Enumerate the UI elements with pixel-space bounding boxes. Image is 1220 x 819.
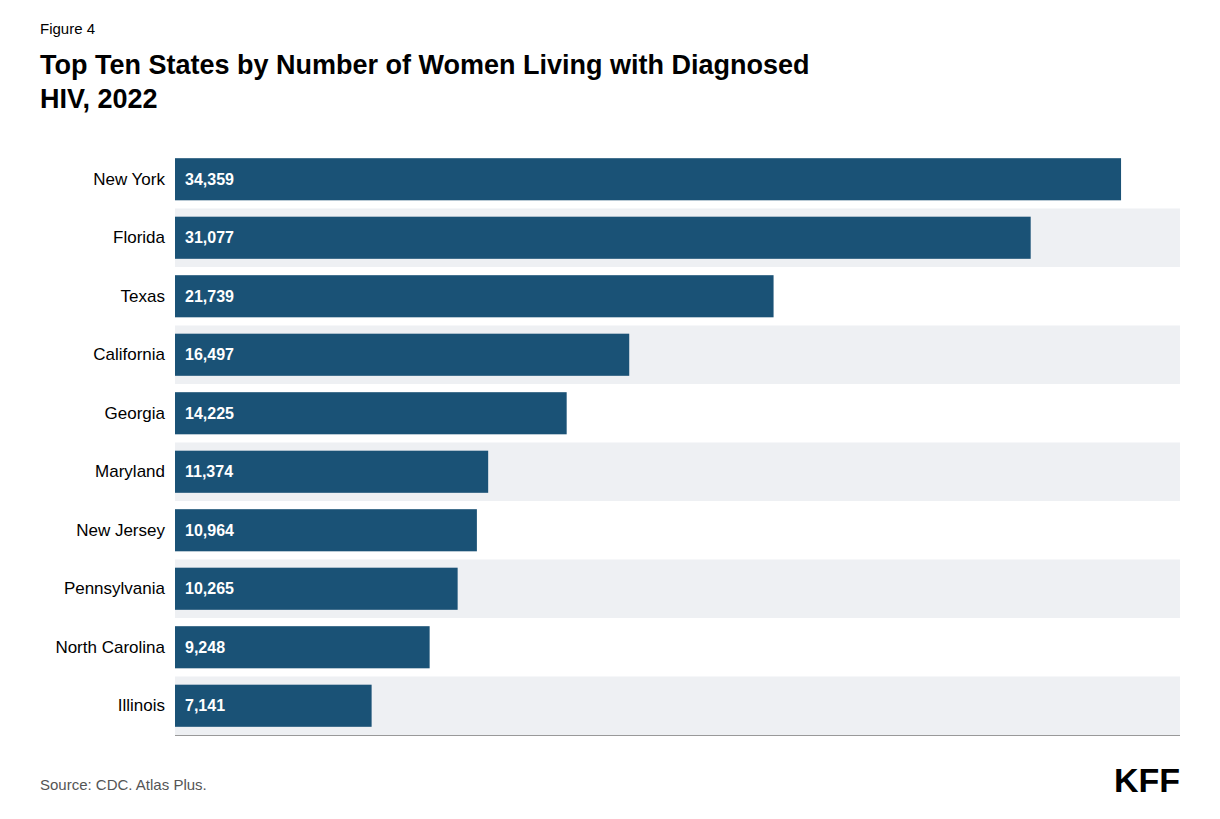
- y-tick-label: New York: [93, 170, 165, 189]
- data-label: 31,077: [185, 229, 234, 246]
- row-background: [175, 443, 1180, 502]
- background: [0, 0, 1220, 819]
- y-tick-label: Georgia: [105, 404, 166, 423]
- data-label: 16,497: [185, 346, 234, 363]
- y-tick-label: Maryland: [95, 462, 165, 481]
- row-background: [175, 150, 1180, 209]
- bars: [175, 158, 1121, 727]
- source: Source: CDC. Atlas Plus.: [40, 776, 207, 793]
- bar: [175, 275, 774, 317]
- data-label: 10,265: [185, 580, 234, 597]
- data-label: 10,964: [185, 522, 234, 539]
- x-axis-line: [175, 735, 1180, 736]
- data-label: 14,225: [185, 405, 234, 422]
- chart: Figure 4 Top Ten States by Number of Wome…: [0, 0, 1220, 819]
- y-tick-label: Florida: [113, 228, 166, 247]
- title: Top Ten States by Number of Women Living…: [40, 50, 810, 114]
- row-background: [175, 560, 1180, 619]
- y-tick-label: North Carolina: [55, 638, 165, 657]
- chart-container: Figure 4 Top Ten States by Number of Wome…: [0, 0, 1220, 819]
- bar: [175, 451, 488, 493]
- bar: [175, 626, 430, 668]
- figure-label: Figure 4: [40, 20, 95, 37]
- data-label: 34,359: [185, 171, 234, 188]
- y-tick-label: Illinois: [118, 696, 165, 715]
- row-backgrounds: [175, 150, 1180, 735]
- row-background: [175, 384, 1180, 443]
- data-label: 11,374: [185, 463, 233, 480]
- bar: [175, 334, 629, 376]
- y-tick-label: Pennsylvania: [64, 579, 166, 598]
- y-tick-label: California: [93, 345, 165, 364]
- row-background: [175, 209, 1180, 268]
- data-label: 7,141: [185, 697, 225, 714]
- row-background: [175, 267, 1180, 326]
- data-label: 21,739: [185, 288, 234, 305]
- data-label: 9,248: [185, 639, 225, 656]
- bar: [175, 158, 1121, 200]
- row-background: [175, 677, 1180, 736]
- row-background: [175, 326, 1180, 385]
- row-background: [175, 618, 1180, 677]
- bar: [175, 568, 458, 610]
- logo: KFF: [1114, 761, 1180, 799]
- bar: [175, 392, 567, 434]
- y-tick-label: Texas: [121, 287, 165, 306]
- bar: [175, 685, 372, 727]
- row-background: [175, 501, 1180, 560]
- data-labels: 34,359 31,077 21,739 16,497 14,225 11,374 10,9…: [185, 171, 234, 715]
- bar: [175, 217, 1031, 259]
- y-tick-labels: New York Florida Texas California Georgia Mar…: [55, 170, 165, 716]
- bar: [175, 509, 477, 551]
- y-tick-label: New Jersey: [76, 521, 165, 540]
